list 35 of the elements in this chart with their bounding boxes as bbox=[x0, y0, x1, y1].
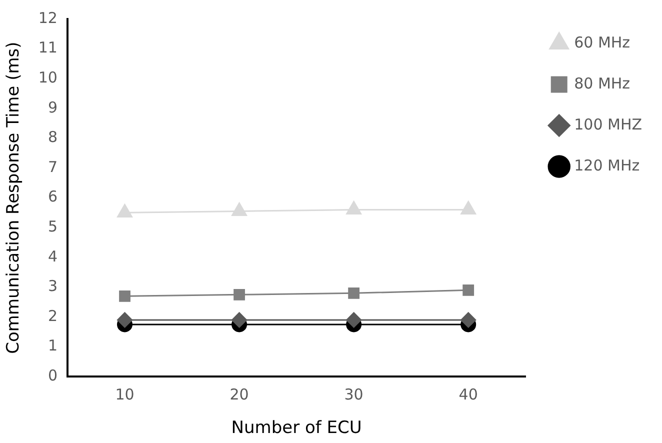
x-tick-label: 10 bbox=[115, 385, 134, 404]
y-tick-label: 6 bbox=[48, 188, 58, 206]
point bbox=[346, 200, 362, 214]
point bbox=[117, 312, 132, 328]
legend-label: 80 MHz bbox=[574, 74, 630, 92]
legend-label: 100 MHZ bbox=[574, 115, 642, 134]
y-axis-title: Communication Response Time (ms) bbox=[4, 42, 24, 354]
x-axis-title: Number of ECU bbox=[231, 418, 362, 438]
y-tick-label: 7 bbox=[48, 158, 58, 176]
point bbox=[462, 284, 474, 296]
legend-label: 120 MHz bbox=[574, 156, 640, 174]
y-tick-label: 4 bbox=[48, 247, 58, 266]
x-tick-label: 30 bbox=[344, 385, 364, 404]
point bbox=[232, 312, 248, 328]
y-tick-label: 12 bbox=[38, 8, 58, 27]
point bbox=[117, 204, 132, 218]
y-tick-label: 5 bbox=[48, 217, 58, 236]
y-tick-label: 10 bbox=[38, 68, 58, 86]
point bbox=[460, 312, 476, 328]
y-tick-label: 8 bbox=[48, 128, 58, 146]
y-tick-label: 1 bbox=[48, 336, 58, 355]
y-tick-label: 11 bbox=[38, 38, 58, 57]
point bbox=[348, 287, 360, 299]
y-tick-label: 9 bbox=[48, 98, 58, 116]
x-tick-label: 40 bbox=[458, 385, 478, 404]
point bbox=[232, 202, 247, 216]
y-tick-label: 2 bbox=[48, 306, 58, 325]
y-tick-label: 3 bbox=[48, 277, 58, 296]
point bbox=[119, 290, 130, 302]
point bbox=[234, 288, 245, 300]
point bbox=[346, 312, 362, 328]
legend-label: 60 MHz bbox=[574, 33, 630, 52]
y-tick-label: 0 bbox=[48, 366, 58, 384]
x-tick-label: 20 bbox=[230, 385, 249, 404]
point bbox=[460, 200, 476, 214]
